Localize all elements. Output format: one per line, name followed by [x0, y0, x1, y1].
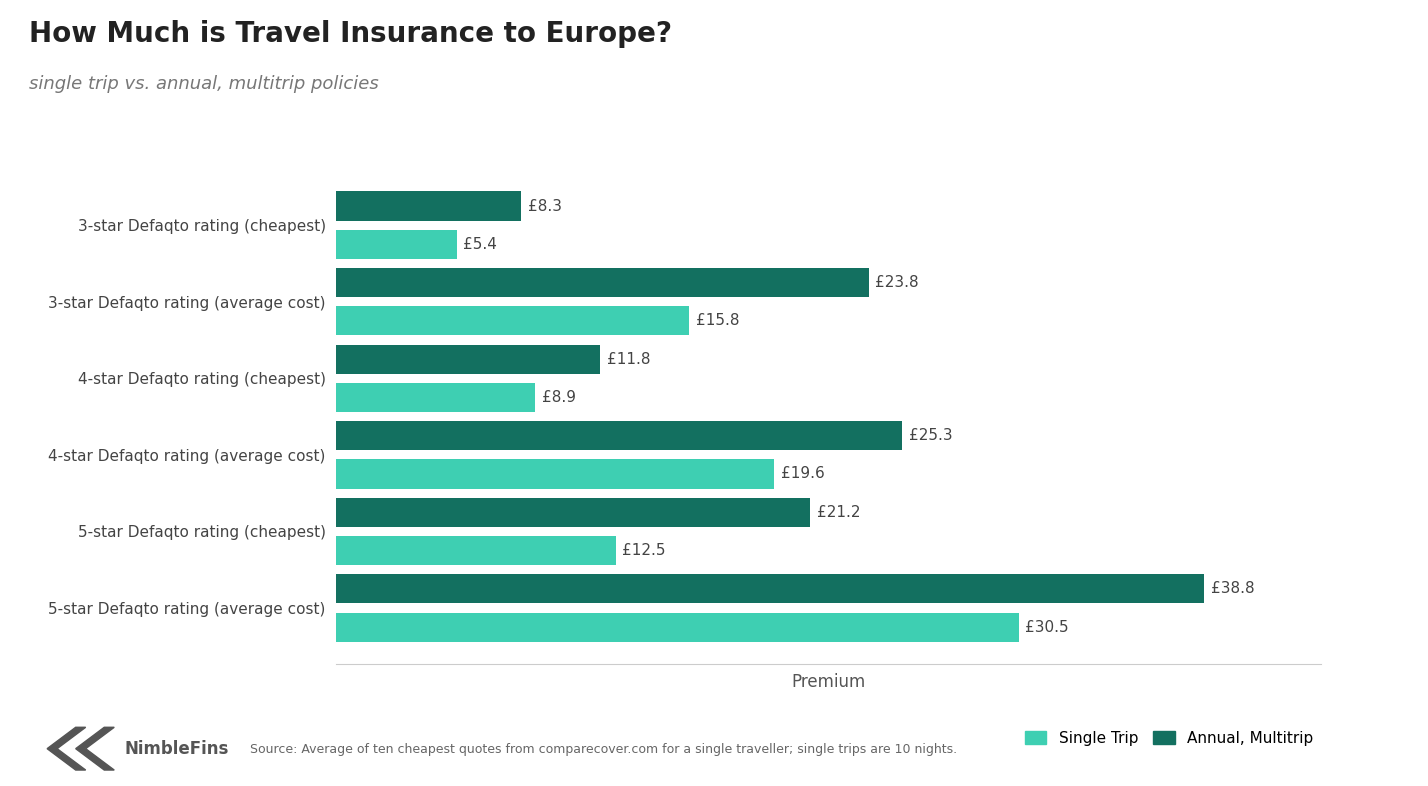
- Text: £5.4: £5.4: [463, 237, 497, 252]
- Text: £25.3: £25.3: [908, 428, 952, 443]
- Text: single trip vs. annual, multitrip policies: single trip vs. annual, multitrip polici…: [29, 75, 378, 93]
- X-axis label: Premium: Premium: [791, 673, 865, 691]
- Polygon shape: [47, 727, 86, 770]
- Text: £11.8: £11.8: [607, 351, 650, 366]
- Bar: [336, 612, 1018, 641]
- Text: £21.2: £21.2: [817, 505, 861, 520]
- Text: £23.8: £23.8: [875, 275, 918, 290]
- Text: £12.5: £12.5: [623, 543, 665, 558]
- Bar: [336, 192, 521, 221]
- Bar: [336, 307, 690, 336]
- Bar: [336, 498, 810, 527]
- Text: £8.3: £8.3: [528, 199, 563, 214]
- Bar: [336, 575, 1204, 604]
- Polygon shape: [76, 727, 114, 770]
- Bar: [336, 460, 774, 489]
- Text: £19.6: £19.6: [781, 467, 825, 482]
- Text: £15.8: £15.8: [695, 314, 740, 329]
- Text: How Much is Travel Insurance to Europe?: How Much is Travel Insurance to Europe?: [29, 20, 671, 48]
- Bar: [336, 344, 600, 373]
- Bar: [336, 383, 536, 412]
- Bar: [336, 421, 902, 450]
- Bar: [336, 268, 868, 297]
- Legend: Single Trip, Annual, Multitrip: Single Trip, Annual, Multitrip: [1025, 731, 1314, 746]
- Text: £8.9: £8.9: [541, 390, 575, 405]
- Text: £30.5: £30.5: [1025, 619, 1070, 634]
- Text: NimbleFins: NimbleFins: [124, 740, 228, 758]
- Bar: [336, 536, 615, 565]
- Text: Source: Average of ten cheapest quotes from comparecover.com for a single travel: Source: Average of ten cheapest quotes f…: [250, 743, 957, 755]
- Bar: [336, 230, 457, 259]
- Text: £38.8: £38.8: [1211, 582, 1255, 597]
